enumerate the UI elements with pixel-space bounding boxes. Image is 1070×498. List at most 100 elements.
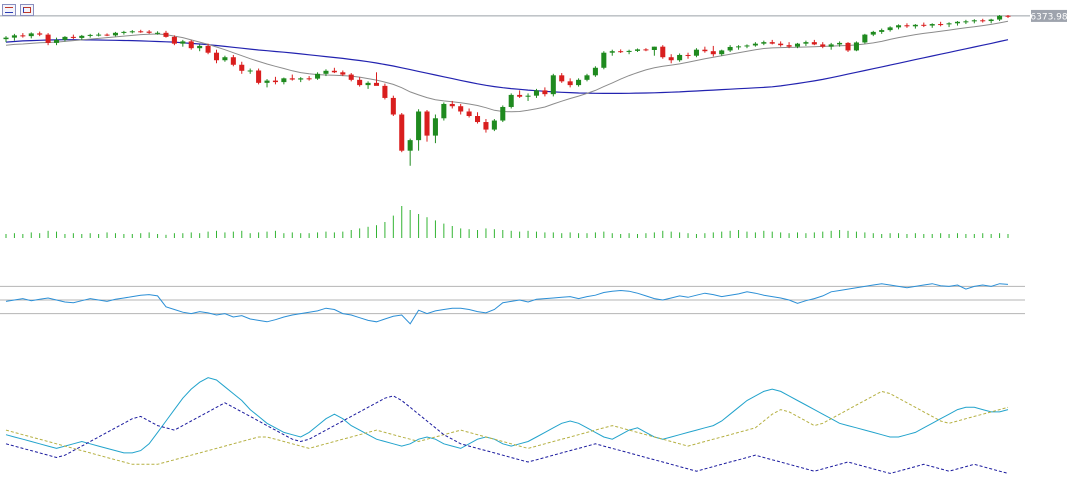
candle-body	[441, 103, 447, 119]
candle-body	[811, 42, 817, 45]
candle-body	[862, 34, 868, 43]
candle-body	[980, 20, 986, 22]
candle-body	[491, 120, 497, 130]
candle-body	[138, 31, 144, 33]
candle-body	[576, 79, 582, 86]
candle-body	[685, 54, 691, 56]
candle-body	[28, 33, 34, 37]
candle-body	[264, 80, 270, 83]
candle-body	[677, 54, 683, 61]
candle-body	[727, 46, 733, 51]
candle-body	[592, 67, 598, 76]
candle-body	[256, 70, 262, 83]
candle-body	[239, 64, 245, 71]
candle-body	[315, 73, 321, 79]
candle-body	[567, 81, 573, 86]
candle-body	[626, 50, 632, 52]
candle-body	[710, 51, 716, 55]
candle-body	[188, 41, 194, 49]
candle-body	[416, 111, 422, 141]
candlesticks	[3, 15, 1011, 166]
candle-body	[921, 24, 927, 26]
candle-body	[533, 90, 539, 96]
candle-body	[373, 82, 380, 86]
candle-body	[954, 21, 961, 24]
candle-body	[870, 31, 876, 35]
candle-body	[542, 90, 548, 95]
indicators-button[interactable]	[20, 4, 34, 16]
candle-body	[634, 49, 641, 51]
chart-toolbar	[2, 4, 34, 16]
candle-body	[879, 30, 885, 32]
candle-body	[432, 118, 438, 136]
candle-body	[340, 72, 346, 75]
candle-body	[390, 97, 396, 115]
candle-body	[896, 25, 902, 28]
candle-body	[289, 78, 295, 80]
candle-body	[121, 31, 127, 33]
candle-body	[163, 32, 169, 37]
candle-body	[129, 31, 135, 33]
price-label-background	[1031, 9, 1067, 22]
candle-body	[601, 52, 607, 68]
chart-icon	[23, 7, 31, 13]
candle-body	[761, 42, 767, 44]
candle-body	[180, 41, 186, 44]
oscillator-panel	[0, 283, 1025, 325]
candle-body	[651, 46, 657, 50]
candle-body	[988, 19, 994, 22]
candle-body	[719, 50, 725, 55]
indicator-line	[5, 390, 1009, 465]
volume-bars	[5, 206, 1009, 238]
candle-body	[357, 79, 363, 86]
candle-body	[828, 44, 834, 47]
candle-body	[803, 42, 809, 44]
candle-body	[146, 31, 152, 33]
candle-body	[331, 70, 337, 73]
candle-body	[424, 111, 430, 136]
candle-body	[946, 23, 952, 25]
candle-body	[794, 43, 801, 47]
candle-body	[306, 78, 312, 80]
candle-body	[171, 36, 177, 44]
price-label-group: 6373.98	[1030, 9, 1068, 22]
candle-body	[517, 94, 523, 97]
moving-averages	[5, 20, 1009, 113]
candle-body	[837, 42, 843, 45]
candle-body	[87, 34, 93, 36]
candle-body	[525, 95, 531, 97]
candle-body	[550, 75, 556, 95]
candle-body	[483, 122, 489, 130]
candle-body	[112, 32, 118, 36]
candle-body	[272, 80, 278, 83]
indicator-panel	[5, 377, 1009, 474]
candle-body	[693, 49, 699, 56]
candle-body	[104, 34, 110, 36]
candle-body	[736, 46, 742, 48]
candle-body	[475, 116, 481, 123]
candle-body	[79, 35, 85, 38]
candle-body	[660, 46, 666, 58]
candle-body	[912, 24, 918, 27]
candle-body	[382, 85, 388, 98]
candle-body	[399, 114, 405, 151]
candle-body	[963, 21, 969, 23]
candle-body	[155, 32, 161, 34]
candle-body	[618, 51, 624, 53]
candle-body	[853, 42, 859, 51]
candle-body	[407, 140, 413, 151]
candle-body	[904, 25, 910, 27]
candle-body	[11, 35, 17, 38]
candle-body	[929, 24, 935, 26]
candle-body	[348, 74, 354, 80]
candle-body	[744, 45, 750, 47]
candle-body	[70, 36, 76, 38]
chart-properties-button[interactable]	[2, 4, 16, 16]
candle-body	[247, 70, 253, 72]
candle-body	[213, 52, 220, 61]
candle-body	[887, 27, 893, 31]
candle-body	[845, 42, 851, 51]
candle-body	[222, 57, 228, 61]
moving-average-fast-line	[5, 20, 1009, 113]
